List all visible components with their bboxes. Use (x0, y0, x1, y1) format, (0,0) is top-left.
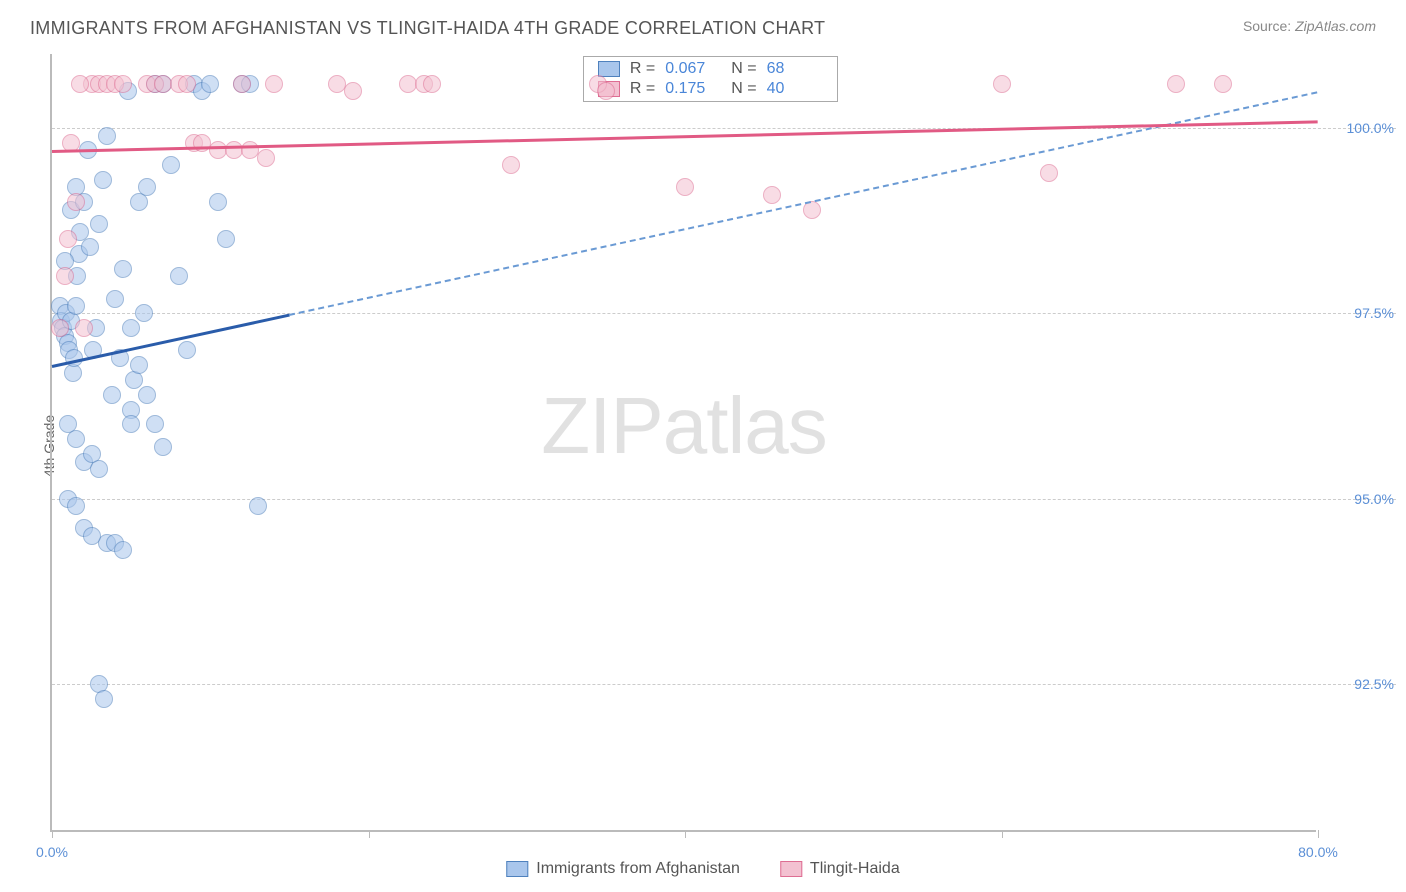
n-label: N = (731, 60, 756, 78)
scatter-point (502, 156, 520, 174)
scatter-point (114, 541, 132, 559)
n-label: N = (731, 80, 756, 98)
scatter-point (763, 186, 781, 204)
scatter-point (51, 319, 69, 337)
scatter-point (676, 178, 694, 196)
n-value: 40 (767, 80, 823, 98)
x-tick (1318, 830, 1319, 838)
scatter-point (122, 415, 140, 433)
correlation-legend-row: R = 0.175 N = 40 (584, 79, 837, 99)
gridline (52, 313, 1396, 314)
gridline (52, 128, 1396, 129)
watermark-zip: ZIP (541, 381, 662, 470)
scatter-point (233, 75, 251, 93)
legend-swatch (780, 861, 802, 877)
y-tick-label: 97.5% (1324, 305, 1394, 321)
x-tick (369, 830, 370, 838)
scatter-point (106, 290, 124, 308)
gridline (52, 684, 1396, 685)
scatter-point (597, 82, 615, 100)
y-tick-label: 100.0% (1324, 120, 1394, 136)
y-tick-label: 92.5% (1324, 676, 1394, 692)
scatter-point (83, 527, 101, 545)
x-tick-label: 80.0% (1298, 844, 1338, 860)
scatter-point (135, 304, 153, 322)
scatter-point (98, 127, 116, 145)
r-value: 0.175 (665, 80, 721, 98)
y-tick-label: 95.0% (1324, 491, 1394, 507)
scatter-point (993, 75, 1011, 93)
scatter-point (114, 260, 132, 278)
r-label: R = (630, 60, 655, 78)
legend-item: Immigrants from Afghanistan (506, 860, 740, 878)
scatter-point (1167, 75, 1185, 93)
scatter-point (95, 690, 113, 708)
scatter-point (94, 171, 112, 189)
scatter-point (67, 497, 85, 515)
x-tick (1002, 830, 1003, 838)
source-name: ZipAtlas.com (1295, 18, 1376, 34)
scatter-point (138, 386, 156, 404)
legend-swatch (506, 861, 528, 877)
scatter-point (1040, 164, 1058, 182)
legend-label: Tlingit-Haida (810, 860, 900, 878)
scatter-point (265, 75, 283, 93)
scatter-point (1214, 75, 1232, 93)
scatter-point (257, 149, 275, 167)
scatter-point (130, 356, 148, 374)
r-value: 0.067 (665, 60, 721, 78)
n-value: 68 (767, 60, 823, 78)
watermark: ZIPatlas (541, 380, 826, 472)
scatter-point (138, 178, 156, 196)
scatter-point (75, 319, 93, 337)
trend-line (52, 121, 1318, 154)
scatter-point (103, 386, 121, 404)
scatter-point (71, 75, 89, 93)
legend-label: Immigrants from Afghanistan (536, 860, 740, 878)
scatter-point (178, 341, 196, 359)
chart-header: IMMIGRANTS FROM AFGHANISTAN VS TLINGIT-H… (0, 0, 1406, 47)
scatter-point (154, 438, 172, 456)
scatter-point (56, 267, 74, 285)
scatter-point (67, 430, 85, 448)
scatter-point (201, 75, 219, 93)
scatter-point (178, 75, 196, 93)
scatter-point (122, 319, 140, 337)
scatter-point (209, 193, 227, 211)
r-label: R = (630, 80, 655, 98)
scatter-point (114, 75, 132, 93)
scatter-point (81, 238, 99, 256)
x-tick-label: 0.0% (36, 844, 68, 860)
scatter-point (217, 230, 235, 248)
watermark-atlas: atlas (663, 381, 827, 470)
correlation-legend: R = 0.067 N = 68 R = 0.175 N = 40 (583, 56, 838, 102)
scatter-point (146, 415, 164, 433)
chart-plot-area: ZIPatlas R =0.067N =68R =0.175N =40 92.5… (50, 54, 1316, 832)
scatter-point (90, 215, 108, 233)
source-prefix: Source: (1243, 18, 1291, 34)
chart-title: IMMIGRANTS FROM AFGHANISTAN VS TLINGIT-H… (30, 18, 825, 39)
scatter-point (59, 230, 77, 248)
scatter-point (90, 460, 108, 478)
chart-source: Source: ZipAtlas.com (1243, 18, 1376, 34)
scatter-point (249, 497, 267, 515)
scatter-point (67, 297, 85, 315)
scatter-point (67, 193, 85, 211)
scatter-point (162, 156, 180, 174)
scatter-point (423, 75, 441, 93)
x-tick (685, 830, 686, 838)
scatter-point (170, 267, 188, 285)
legend-item: Tlingit-Haida (780, 860, 900, 878)
x-tick (52, 830, 53, 838)
series-legend: Immigrants from Afghanistan Tlingit-Haida (506, 860, 899, 878)
scatter-point (344, 82, 362, 100)
correlation-legend-row: R = 0.067 N = 68 (584, 59, 837, 79)
